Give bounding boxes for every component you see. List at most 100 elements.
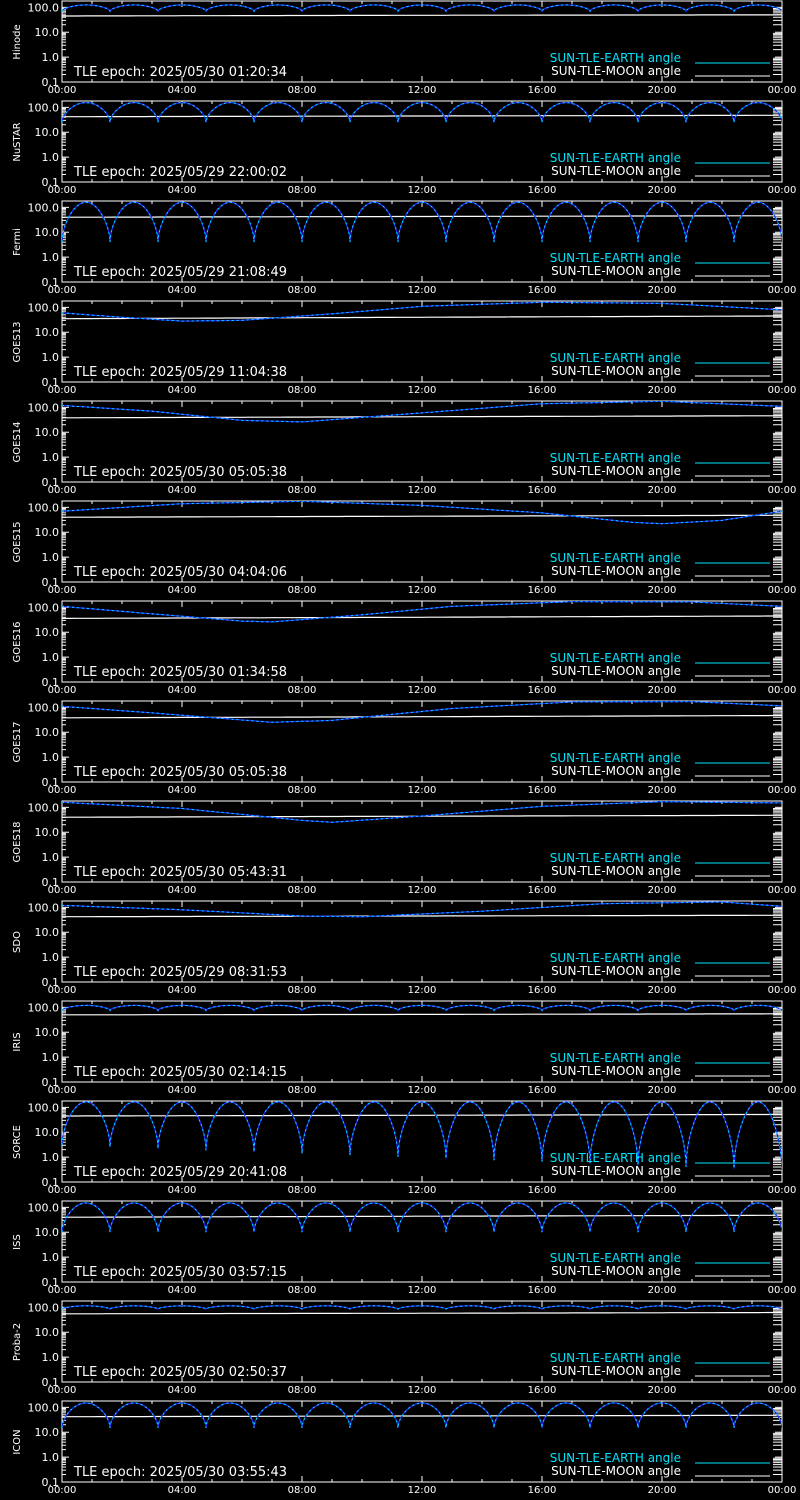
series-moon-line [62, 1113, 782, 1117]
series-moon-line [62, 615, 782, 619]
y-tick-label: 100.0 [28, 1201, 60, 1214]
x-tick-label: 00:00 [768, 685, 797, 696]
y-tick-label: 10.0 [35, 326, 60, 339]
series-moon-line [62, 215, 782, 218]
chart-panel-goes17: 100.0 10.0 1.0 0.1 00:00 04:00 08:00 12:00 16:00… [0, 700, 800, 800]
x-tick-label: 20:00 [648, 1085, 677, 1096]
y-tick-label: 1.0 [42, 751, 60, 764]
chart-panel-nustar: 100.0 10.0 1.0 0.1 00:00 04:00 08:00 12:00 16:00… [0, 100, 800, 200]
x-tick-label: 16:00 [528, 1185, 557, 1196]
tle-epoch-label: TLE epoch: 2025/05/30 01:20:34 [73, 65, 287, 80]
legend-moon-label: SUN-TLE-MOON angle [551, 264, 681, 278]
y-tick-label: 0.1 [42, 176, 60, 189]
chart-panel-icon: 100.0 10.0 1.0 0.1 00:00 04:00 08:00 12:00 16:00… [0, 1400, 800, 1500]
x-tick-label: 08:00 [288, 1385, 317, 1396]
y-tick-label: 10.0 [35, 1326, 60, 1339]
plot-frame [61, 700, 783, 783]
y-tick-label: 100.0 [28, 1, 60, 14]
series-moon-line [62, 315, 782, 320]
chart-svg: 100.010.01.00.100:00 04:00 08:00 12:00 16:00… [0, 1200, 800, 1300]
x-tick-label: 12:00 [408, 885, 437, 896]
legend-earth-label: SUN-TLE-EARTH angle [550, 551, 681, 565]
series-moon-line [62, 14, 782, 17]
tle-epoch-label: TLE epoch: 2025/05/30 03:57:15 [73, 1265, 287, 1280]
series-earth-highlight [62, 1202, 782, 1233]
y-tick-label: 100.0 [28, 401, 60, 414]
chart-background [0, 1300, 800, 1400]
y-tick-label: 0.1 [42, 1076, 60, 1089]
x-tick-label: 16:00 [528, 985, 557, 996]
x-tick-label: 20:00 [648, 1485, 677, 1496]
x-tick-label: 04:00 [168, 885, 197, 896]
satellite-name-label: GOES15 [12, 521, 23, 562]
chart-svg: 100.010.01.00.100:00 04:00 08:00 12:00 16:00… [0, 300, 800, 400]
legend-moon-label: SUN-TLE-MOON angle [551, 364, 681, 378]
x-tick-label: 12:00 [408, 1085, 437, 1096]
y-tick-label: 0.1 [42, 1276, 60, 1289]
x-tick-label: 00:00 [48, 985, 77, 996]
tle-epoch-label: TLE epoch: 2025/05/29 08:31:53 [73, 965, 287, 980]
x-tick-label: 20:00 [648, 1185, 677, 1196]
x-tick-label: 12:00 [408, 1285, 437, 1296]
x-tick-label: 20:00 [648, 385, 677, 396]
x-tick-label: 16:00 [528, 685, 557, 696]
satellite-name-label: IRIS [12, 1032, 23, 1051]
x-tick-label: 20:00 [648, 885, 677, 896]
x-tick-label: 08:00 [288, 985, 317, 996]
y-tick-label: 1.0 [42, 451, 60, 464]
x-tick-label: 16:00 [528, 1085, 557, 1096]
y-tick-label: 0.1 [42, 976, 60, 989]
x-tick-label: 04:00 [168, 585, 197, 596]
x-tick-label: 20:00 [648, 285, 677, 296]
y-tick-label: 0.1 [42, 476, 60, 489]
x-tick-label: 00:00 [48, 1285, 77, 1296]
x-tick-label: 08:00 [288, 685, 317, 696]
series-moon-line [62, 1414, 782, 1418]
x-tick-label: 00:00 [48, 285, 77, 296]
x-tick-label: 00:00 [768, 285, 797, 296]
series-earth-highlight [62, 601, 782, 623]
tle-epoch-label: TLE epoch: 2025/05/30 02:50:37 [73, 1365, 287, 1380]
legend-earth-label: SUN-TLE-EARTH angle [550, 751, 681, 765]
x-tick-label: 04:00 [168, 1485, 197, 1496]
y-tick-label: 10.0 [35, 226, 60, 239]
legend-earth-label: SUN-TLE-EARTH angle [550, 451, 681, 465]
y-tick-label: 100.0 [28, 201, 60, 214]
x-tick-label: 16:00 [528, 785, 557, 796]
plot-frame [61, 800, 783, 883]
chart-background [0, 1100, 800, 1200]
plot-frame [61, 1200, 783, 1283]
plot-frame [61, 900, 783, 983]
legend-earth-label: SUN-TLE-EARTH angle [550, 151, 681, 165]
y-tick-label: 10.0 [35, 926, 60, 939]
tle-epoch-label: TLE epoch: 2025/05/29 22:00:02 [73, 165, 287, 180]
y-tick-label: 1.0 [42, 651, 60, 664]
x-tick-label: 12:00 [408, 485, 437, 496]
y-tick-label: 100.0 [28, 901, 60, 914]
x-tick-label: 08:00 [288, 785, 317, 796]
x-tick-label: 04:00 [168, 485, 197, 496]
x-tick-label: 00:00 [768, 185, 797, 196]
series-moon-line [62, 114, 782, 118]
chart-svg: 100.010.01.00.100:00 04:00 08:00 12:00 16:00… [0, 1300, 800, 1400]
legend-earth-label: SUN-TLE-EARTH angle [550, 851, 681, 865]
x-tick-label: 08:00 [288, 485, 317, 496]
series-moon-line [62, 1311, 782, 1315]
legend-moon-label: SUN-TLE-MOON angle [551, 864, 681, 878]
chart-background [0, 0, 800, 100]
tle-epoch-label: TLE epoch: 2025/05/29 20:41:08 [73, 1165, 287, 1180]
x-tick-label: 20:00 [648, 485, 677, 496]
y-tick-label: 100.0 [28, 1101, 60, 1114]
y-tick-label: 0.1 [42, 576, 60, 589]
tle-epoch-label: TLE epoch: 2025/05/30 03:55:43 [73, 1465, 287, 1480]
satellite-name-label: ICON [12, 1429, 23, 1454]
x-tick-label: 12:00 [408, 1185, 437, 1196]
y-tick-label: 1.0 [42, 1151, 60, 1164]
y-tick-label: 1.0 [42, 1451, 60, 1464]
y-tick-label: 1.0 [42, 1351, 60, 1364]
chart-background [0, 700, 800, 800]
chart-panel-sdo: 100.0 10.0 1.0 0.1 00:00 04:00 08:00 12:00 16:00… [0, 900, 800, 1000]
x-tick-label: 00:00 [48, 1185, 77, 1196]
y-tick-label: 0.1 [42, 276, 60, 289]
x-tick-label: 00:00 [768, 1385, 797, 1396]
